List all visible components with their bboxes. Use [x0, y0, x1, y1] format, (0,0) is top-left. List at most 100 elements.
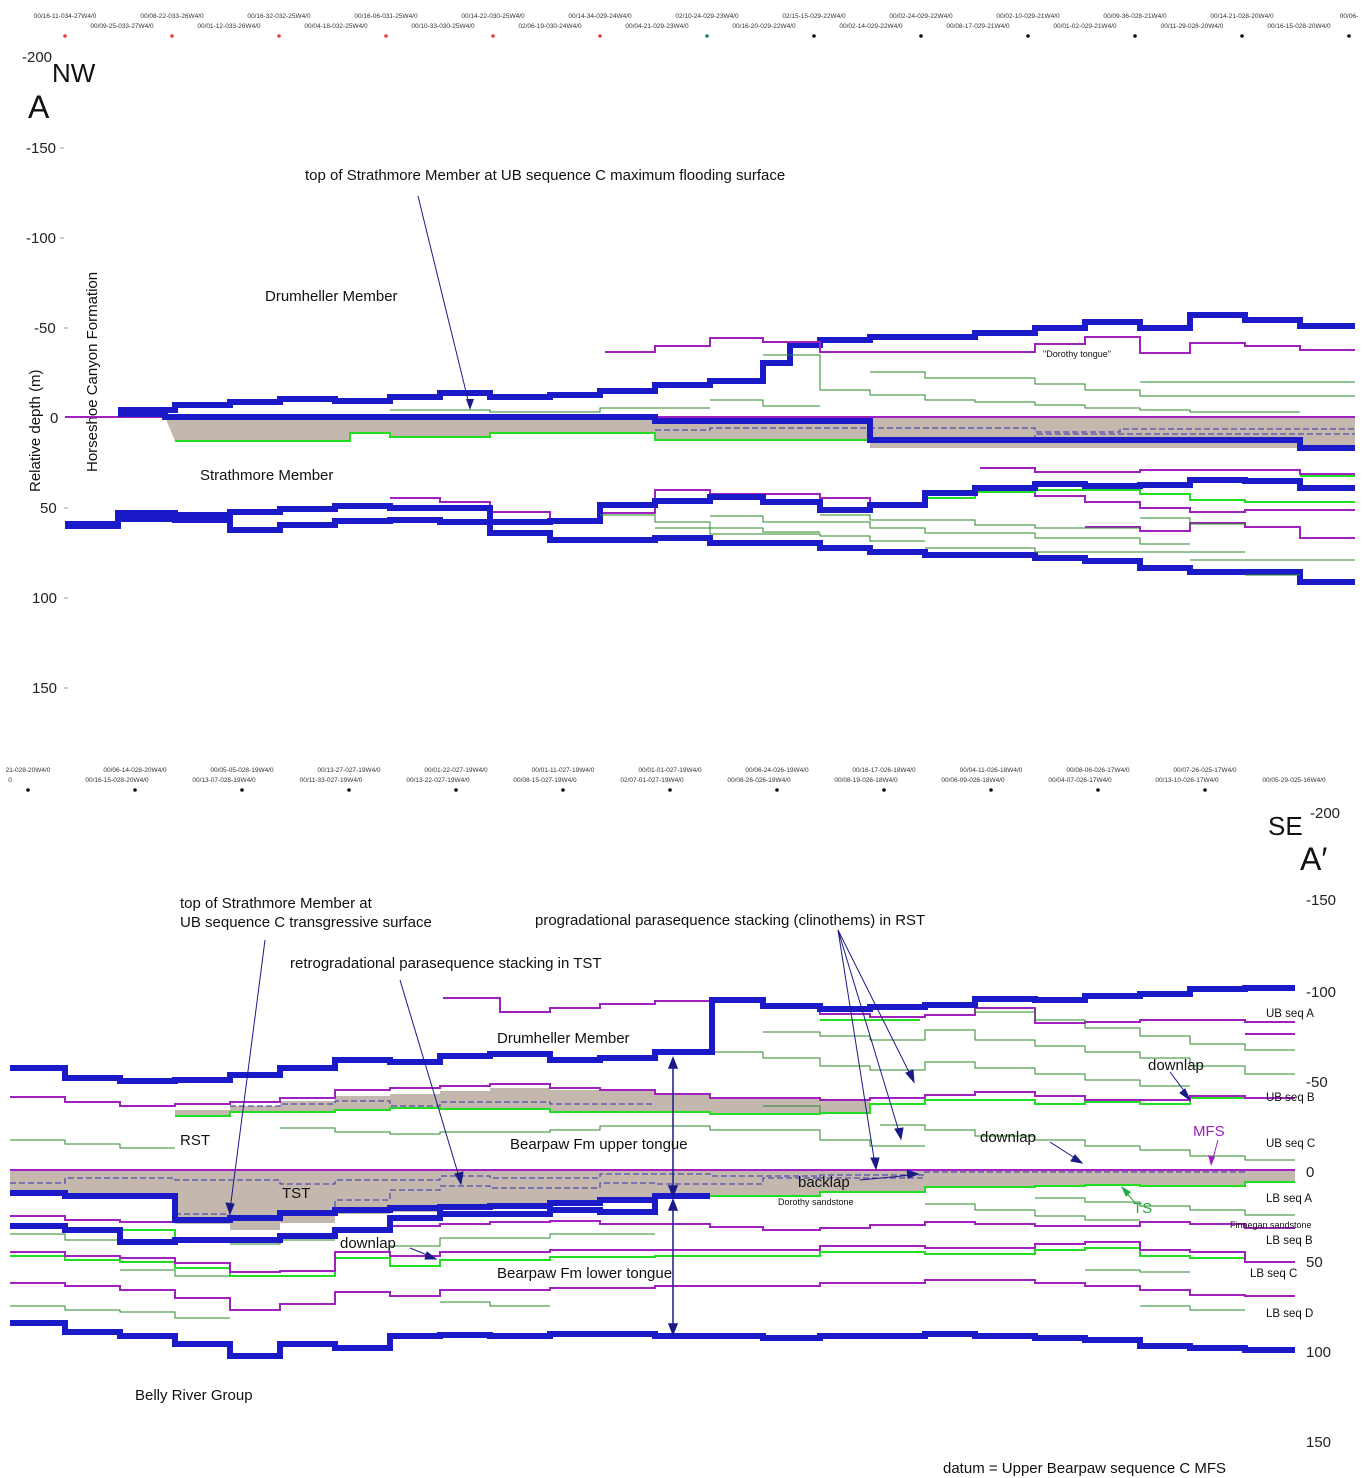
annot-top-strathmore-2: UB sequence C transgressive surface	[180, 914, 432, 931]
bot-tick-minus-100: -100	[1306, 984, 1336, 1001]
well-label: 02/10-24-029-23W4/0	[675, 13, 739, 20]
label-downlap-3: downlap	[1148, 1057, 1204, 1074]
seq-lb-d: LB seq D	[1266, 1308, 1313, 1320]
well-label: 00/06-14-028-20W4/0	[103, 767, 167, 774]
well-marker-icon	[561, 788, 565, 792]
top-tick-0: 0	[50, 410, 58, 427]
well-label: 00/04-21-029-23W4/0	[625, 23, 689, 30]
well-marker-icon	[491, 34, 495, 38]
bottom-well-headers: 21-028-20W4/0 00/06-14-028-20W4/0 00/05-05…	[6, 767, 1326, 792]
well-marker-icon	[989, 788, 993, 792]
well-marker-icon	[277, 34, 281, 38]
top-strathmore-top-line	[118, 411, 1355, 451]
well-label: 00/16-20-029-22W4/0	[732, 23, 796, 30]
well-label: 02/07-01-027-19W4/0	[620, 777, 684, 784]
seq-lb-b: LB seq B	[1266, 1235, 1313, 1247]
section-letter-a-prime: A′	[1300, 841, 1327, 877]
top-panel: 00/16-11-034-27W4/0 00/08-22-033-26W4/0 00…	[22, 13, 1358, 697]
well-label: 00/06-	[1340, 13, 1358, 20]
well-label: 00/06-09-026-18W4/0	[941, 777, 1005, 784]
top-drumheller-base-line	[118, 312, 1355, 413]
bottom-label-drumheller: Drumheller Member	[497, 1030, 630, 1047]
bot-tick-0: 0	[1306, 1164, 1314, 1181]
label-downlap-1: downlap	[340, 1235, 396, 1252]
well-label: 21-028-20W4/0	[6, 767, 51, 774]
seq-ub-b: UB seq B	[1266, 1092, 1315, 1104]
top-label-dorothy-tongue: "Dorothy tongue"	[1043, 349, 1111, 359]
well-marker-icon	[63, 34, 67, 38]
top-lower-mfs-1	[390, 489, 1355, 521]
label-dorothy-sandstone: Dorothy sandstone	[778, 1197, 854, 1207]
well-label: 00/02-14-029-22W4/0	[839, 23, 903, 30]
label-ts: TS	[1133, 1200, 1152, 1217]
bot-tick-minus-200: -200	[1310, 805, 1340, 822]
top-annotation-arrow	[417, 195, 471, 409]
well-label: 00/16-06-031-25W4/0	[354, 13, 418, 20]
well-label: 00/16-15-028-20W4/0	[1267, 23, 1331, 30]
top-mfs-upper	[605, 336, 1355, 354]
well-label: 00/01-02-029-21W4/0	[1053, 23, 1117, 30]
well-label: 00/14-34-029-24W4/0	[568, 13, 632, 20]
well-label: 00/02-24-029-22W4/0	[889, 13, 953, 20]
label-bearpaw-lower: Bearpaw Fm lower tongue	[497, 1265, 672, 1282]
well-label: 00/16-32-032-25W4/0	[247, 13, 311, 20]
top-dashed-line	[655, 427, 1355, 433]
well-marker-icon	[240, 788, 244, 792]
well-label: 00/01-01-027-19W4/0	[638, 767, 702, 774]
well-label: 00/01-12-033-26W4/0	[197, 23, 261, 30]
well-label: 00/14-22-030-25W4/0	[461, 13, 525, 20]
label-finnegan: Finnegan sandstone	[1230, 1220, 1312, 1230]
well-label: 00/09-36-028-21W4/0	[1103, 13, 1167, 20]
well-label: 00/10-33-030-25W4/0	[411, 23, 475, 30]
well-marker-icon	[668, 788, 672, 792]
bottom-mfs-lines	[10, 997, 1295, 1311]
label-mfs: MFS	[1193, 1123, 1225, 1140]
well-marker-icon	[1133, 34, 1137, 38]
well-label: 00/04-07-026-17W4/0	[1048, 777, 1112, 784]
formation-label: Horseshoe Canyon Formation	[84, 272, 101, 472]
top-strathmore-base-2	[65, 516, 1355, 585]
label-tst: TST	[282, 1185, 310, 1202]
well-marker-icon	[170, 34, 174, 38]
top-well-headers: 00/16-11-034-27W4/0 00/08-22-033-26W4/0 00…	[34, 13, 1358, 38]
seq-lb-a: LB seq A	[1266, 1193, 1312, 1205]
bottom-ts-line	[710, 1181, 1295, 1197]
top-parasequences	[390, 354, 1355, 413]
well-label: 00/08-19-026-18W4/0	[834, 777, 898, 784]
top-tick-50: 50	[40, 500, 57, 517]
top-tick-minus-200: -200	[22, 49, 52, 66]
well-label: 00/09-25-033-27W4/0	[90, 23, 154, 30]
well-marker-icon	[1347, 34, 1351, 38]
bot-tick-150: 150	[1306, 1434, 1331, 1451]
section-letter-a: A	[28, 89, 50, 125]
well-marker-icon	[598, 34, 602, 38]
top-label-strathmore: Strathmore Member	[200, 467, 333, 484]
well-label: 02/15-15-029-22W4/0	[782, 13, 846, 20]
well-label: 00/04-11-026-18W4/0	[960, 767, 1023, 774]
bot-tick-100: 100	[1306, 1344, 1331, 1361]
direction-nw: NW	[52, 58, 96, 88]
well-label: 02/06-19-030-24W4/0	[518, 23, 582, 30]
annot-progradational: progradational parasequence stacking (cl…	[535, 912, 925, 929]
annot-top-strathmore-1: top of Strathmore Member at	[180, 895, 373, 912]
seq-lb-c: LB seq C	[1250, 1268, 1297, 1280]
top-tick-minus-50: -50	[34, 320, 56, 337]
well-marker-icon	[882, 788, 886, 792]
bottom-tongue-arrows	[667, 1055, 679, 1337]
well-label: 00/01-22-027-19W4/0	[424, 767, 488, 774]
well-label: 00/07-26-025-17W4/0	[1173, 767, 1237, 774]
well-label: 0	[8, 777, 12, 784]
direction-se: SE	[1268, 811, 1303, 841]
well-label: 00/14-21-028-20W4/0	[1210, 13, 1274, 20]
well-label: 00/08-15-027-19W4/0	[513, 777, 577, 784]
top-tick-minus-100: -100	[26, 230, 56, 247]
well-marker-icon	[1026, 34, 1030, 38]
well-label: 00/13-10-026-17W4/0	[1155, 777, 1219, 784]
well-label: 00/02-10-029-21W4/0	[996, 13, 1060, 20]
bot-tick-50: 50	[1306, 1254, 1323, 1271]
well-label: 00/01-11-027-19W4/0	[532, 767, 595, 774]
well-marker-icon	[1203, 788, 1207, 792]
well-label: 00/08-22-033-26W4/0	[140, 13, 204, 20]
top-tick-100: 100	[32, 590, 57, 607]
